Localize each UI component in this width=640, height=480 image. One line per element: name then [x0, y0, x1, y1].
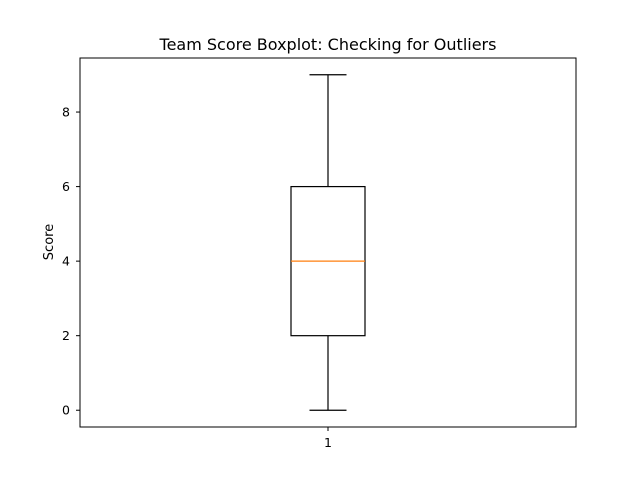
y-axis-label: Score [42, 224, 57, 260]
y-tick-label: 2 [62, 328, 70, 343]
boxes-group [290, 74, 366, 411]
y-tick-label: 4 [62, 254, 70, 269]
x-axis: 1 [324, 427, 332, 450]
chart-title: Team Score Boxplot: Checking for Outlier… [159, 35, 497, 54]
y-tick-label: 0 [62, 403, 70, 418]
y-tick-label: 6 [62, 179, 70, 194]
y-tick-label: 8 [62, 105, 70, 120]
x-tick-label: 1 [324, 435, 332, 450]
y-axis: 0 2 4 6 8 [62, 105, 80, 418]
